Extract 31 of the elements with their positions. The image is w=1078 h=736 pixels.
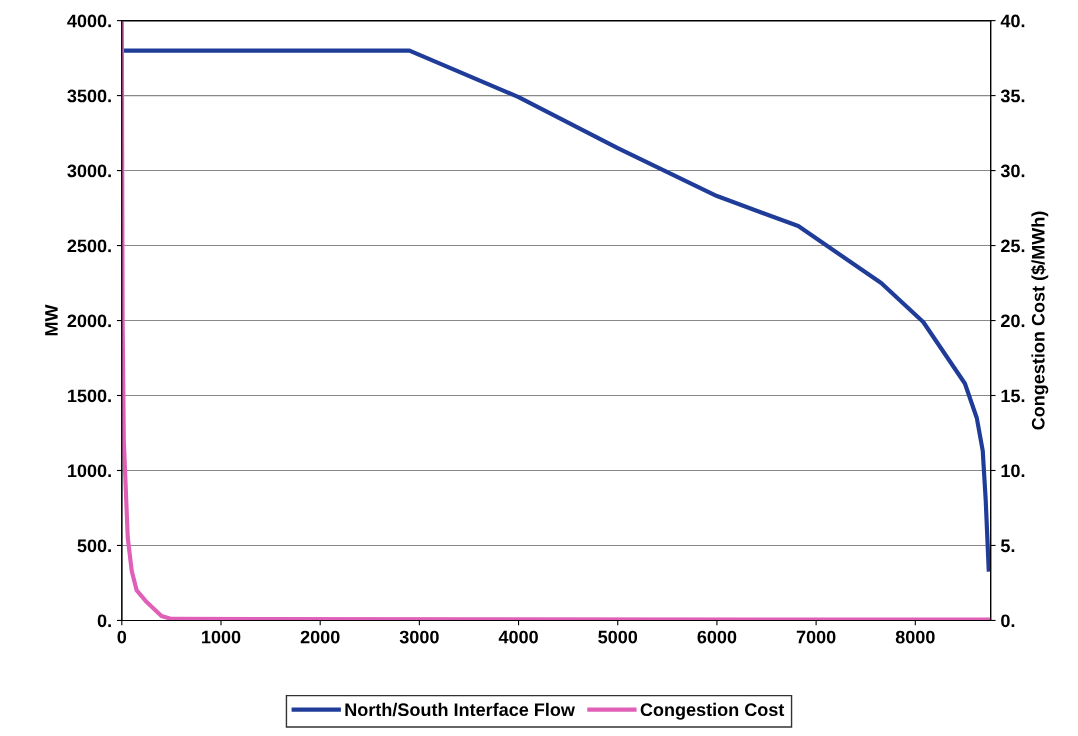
y-tick-label: 3000. xyxy=(67,164,111,178)
y-tick-label: 1000. xyxy=(68,464,111,478)
y2-tick-label: 5. xyxy=(1000,539,1015,553)
x-tick-label: 4000 xyxy=(498,630,538,644)
x-tick-label: 1000 xyxy=(202,630,241,644)
x-tick-label: 3000 xyxy=(399,630,439,644)
y-tick-label: 0. xyxy=(97,614,111,628)
y-tick-label: 2000. xyxy=(67,314,111,328)
y2-tick-label: 20. xyxy=(1001,314,1025,328)
y-axis-title: MW xyxy=(45,304,58,336)
y-tick-label: 2500. xyxy=(67,239,111,253)
y-tick-label: 1500. xyxy=(68,389,111,403)
y2-tick-label: 25. xyxy=(1001,239,1025,253)
y2-tick-label: 15. xyxy=(1001,389,1025,403)
y2-tick-label: 30. xyxy=(1000,164,1025,178)
y-tick-label: 4000. xyxy=(67,14,111,28)
x-tick-label: 2000 xyxy=(300,630,340,644)
x-tick-label: 8000 xyxy=(895,630,935,644)
y-tick-label: 500. xyxy=(77,539,111,553)
x-tick-label: 7000 xyxy=(796,630,836,644)
x-tick-label: 5000 xyxy=(598,630,638,644)
legend-label: North/South Interface Flow xyxy=(345,702,575,717)
legend-label: Congestion Cost xyxy=(640,702,785,720)
y-tick-label: 3500. xyxy=(67,89,111,103)
y2-axis-title: Congestion Cost ($/MWh) xyxy=(1031,211,1049,430)
y2-tick-label: 0. xyxy=(1001,614,1015,628)
y2-tick-label: 40. xyxy=(1000,14,1025,28)
y2-tick-label: 10. xyxy=(1001,464,1025,478)
x-tick-label: 0 xyxy=(117,630,127,644)
x-tick-label: 6000 xyxy=(697,630,737,644)
y2-tick-label: 35. xyxy=(1000,89,1025,103)
